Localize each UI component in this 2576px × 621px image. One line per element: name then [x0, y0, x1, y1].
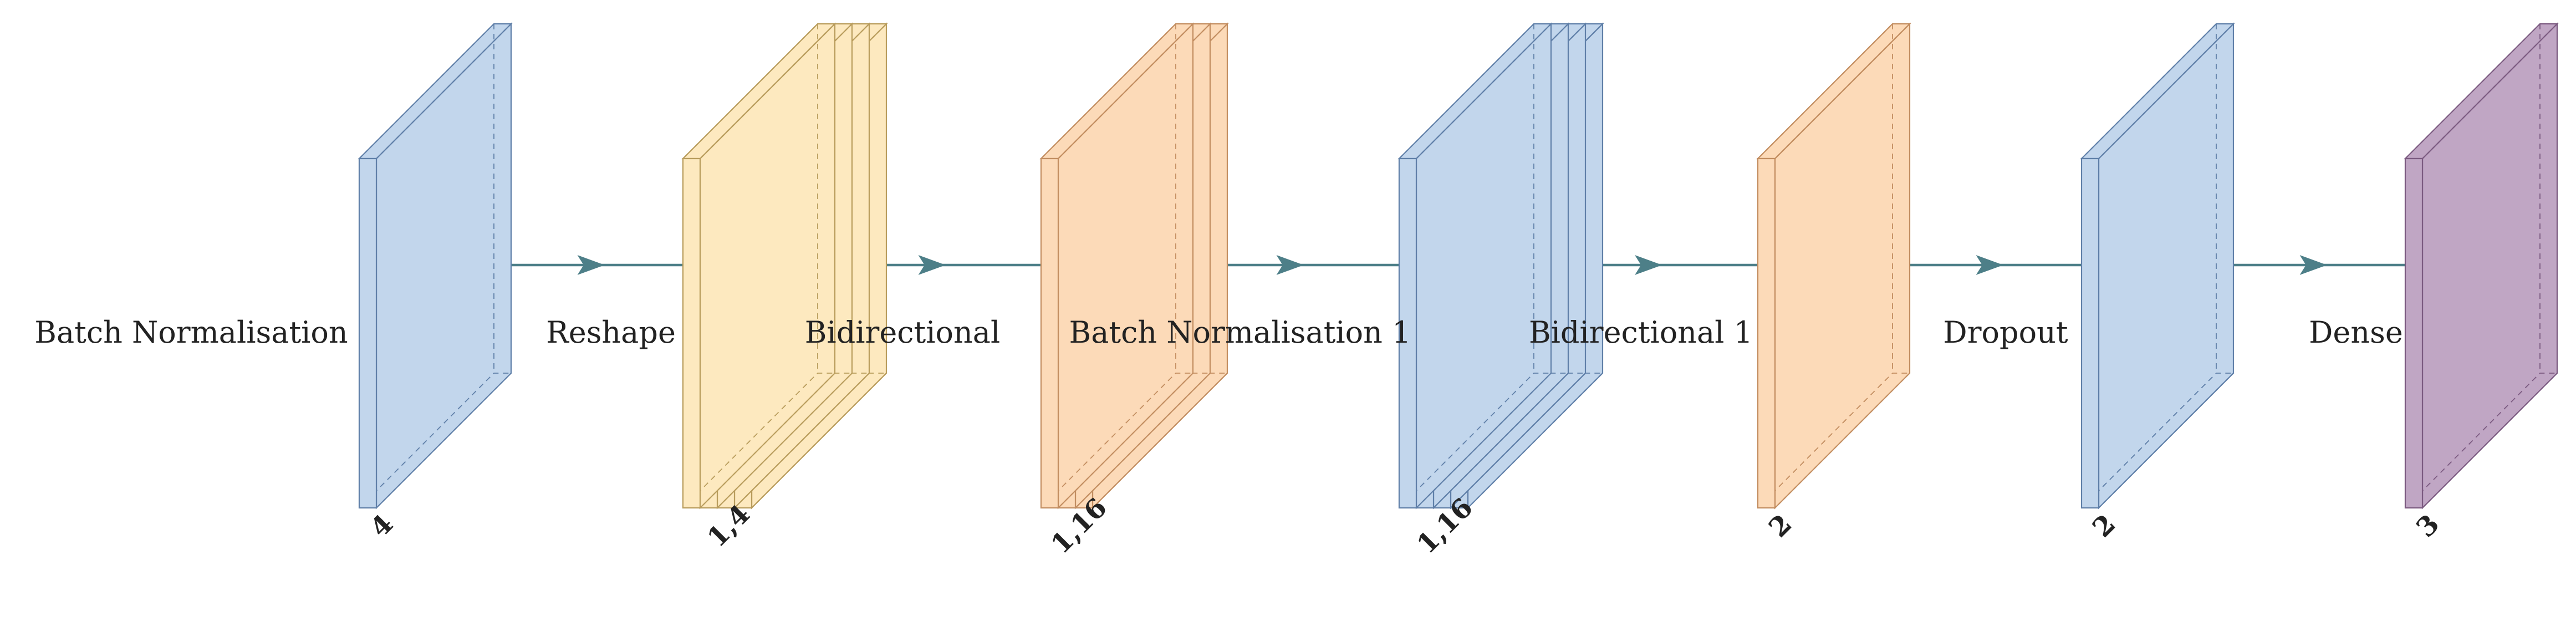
label-batch-normalisation-1: Batch Normalisation 1 [1069, 315, 1411, 350]
slab-dense [2404, 22, 2559, 510]
label-batch-normalisation: Batch Normalisation [34, 315, 348, 350]
label-bidirectional-1: Bidirectional 1 [1529, 315, 1753, 350]
slab-batch-normalisation-1 [1397, 22, 1604, 510]
label-dropout: Dropout [1943, 315, 2068, 350]
dim-dense: 3 [2410, 508, 2445, 543]
slab-dropout [2080, 22, 2235, 510]
dim-bidirectional-1: 2 [1763, 508, 1798, 543]
label-bidirectional: Bidirectional [805, 315, 1001, 350]
slab-bidirectional [1039, 22, 1229, 510]
slab-bidirectional-1 [1756, 22, 1911, 510]
slab-reshape [681, 22, 888, 510]
slab-batch-normalisation [358, 22, 513, 510]
dim-dropout: 2 [2087, 508, 2121, 543]
layer-slabs [358, 22, 2559, 510]
label-dense: Dense [2309, 315, 2403, 350]
layer-labels: Batch Normalisation4Reshape1,4Bidirectio… [34, 315, 2445, 560]
label-reshape: Reshape [546, 315, 676, 350]
dim-batch-normalisation: 4 [364, 508, 399, 543]
